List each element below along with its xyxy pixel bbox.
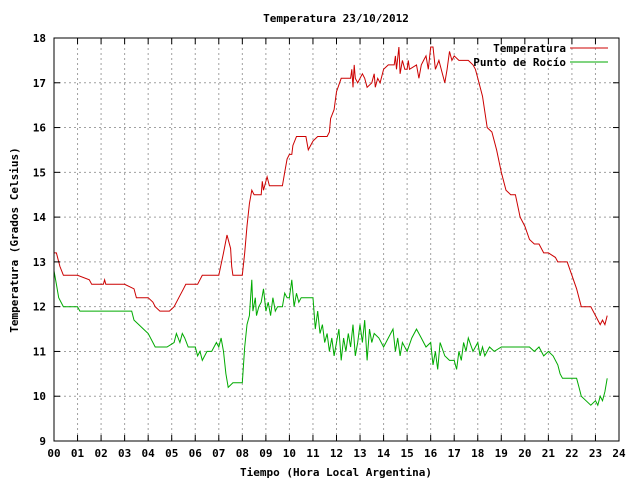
y-tick-label: 15 [33,166,46,179]
y-axis-label: Temperatura (Grados Celsius) [8,147,21,332]
y-tick-label: 16 [33,122,47,135]
x-tick-label: 13 [353,447,366,460]
x-tick-label: 09 [259,447,272,460]
y-tick-label: 12 [33,301,46,314]
y-tick-label: 14 [33,211,47,224]
x-tick-label: 16 [424,447,438,460]
legend-label-punto-de-rocio: Punto de Rocío [473,56,566,69]
x-axis-label: Tiempo (Hora Local Argentina) [240,466,432,479]
x-tick-label: 17 [448,447,461,460]
x-tick-label: 14 [377,447,391,460]
legend-label-temperatura: Temperatura [493,42,566,55]
x-tick-label: 20 [518,447,531,460]
x-tick-label: 06 [189,447,203,460]
x-tick-label: 01 [71,447,85,460]
y-tick-label: 18 [33,32,46,45]
x-tick-label: 11 [306,447,320,460]
chart-title: Temperatura 23/10/2012 [263,12,409,25]
y-tick-label: 17 [33,77,46,90]
x-tick-label: 12 [330,447,343,460]
x-tick-label: 07 [212,447,225,460]
x-tick-label: 21 [542,447,556,460]
y-tick-label: 10 [33,390,46,403]
x-tick-label: 19 [495,447,508,460]
grid-lines [54,38,619,441]
y-tick-label: 13 [33,256,46,269]
x-tick-label: 10 [283,447,296,460]
x-tick-label: 04 [142,447,156,460]
x-tick-label: 03 [118,447,131,460]
x-tick-label: 00 [47,447,60,460]
series-layer [53,46,608,407]
x-tick-label: 22 [565,447,578,460]
x-tick-label: 18 [471,447,484,460]
series-line-punto-de-rocio [53,270,608,407]
legend: Temperatura Punto de Rocío [473,42,608,69]
y-tick-label: 9 [39,435,46,448]
series-line-temperatura [54,46,608,326]
axis-ticks [53,37,620,442]
axis-tick-labels: 00 01 02 03 04 05 06 07 08 09 10 11 12 13 14 15 16 17 18 19… [33,32,626,460]
x-tick-label: 05 [165,447,178,460]
x-tick-label: 02 [94,447,107,460]
x-tick-label: 24 [612,447,626,460]
x-tick-label: 15 [401,447,414,460]
y-tick-label: 11 [33,345,47,358]
x-tick-label: 23 [589,447,602,460]
x-tick-label: 08 [236,447,249,460]
